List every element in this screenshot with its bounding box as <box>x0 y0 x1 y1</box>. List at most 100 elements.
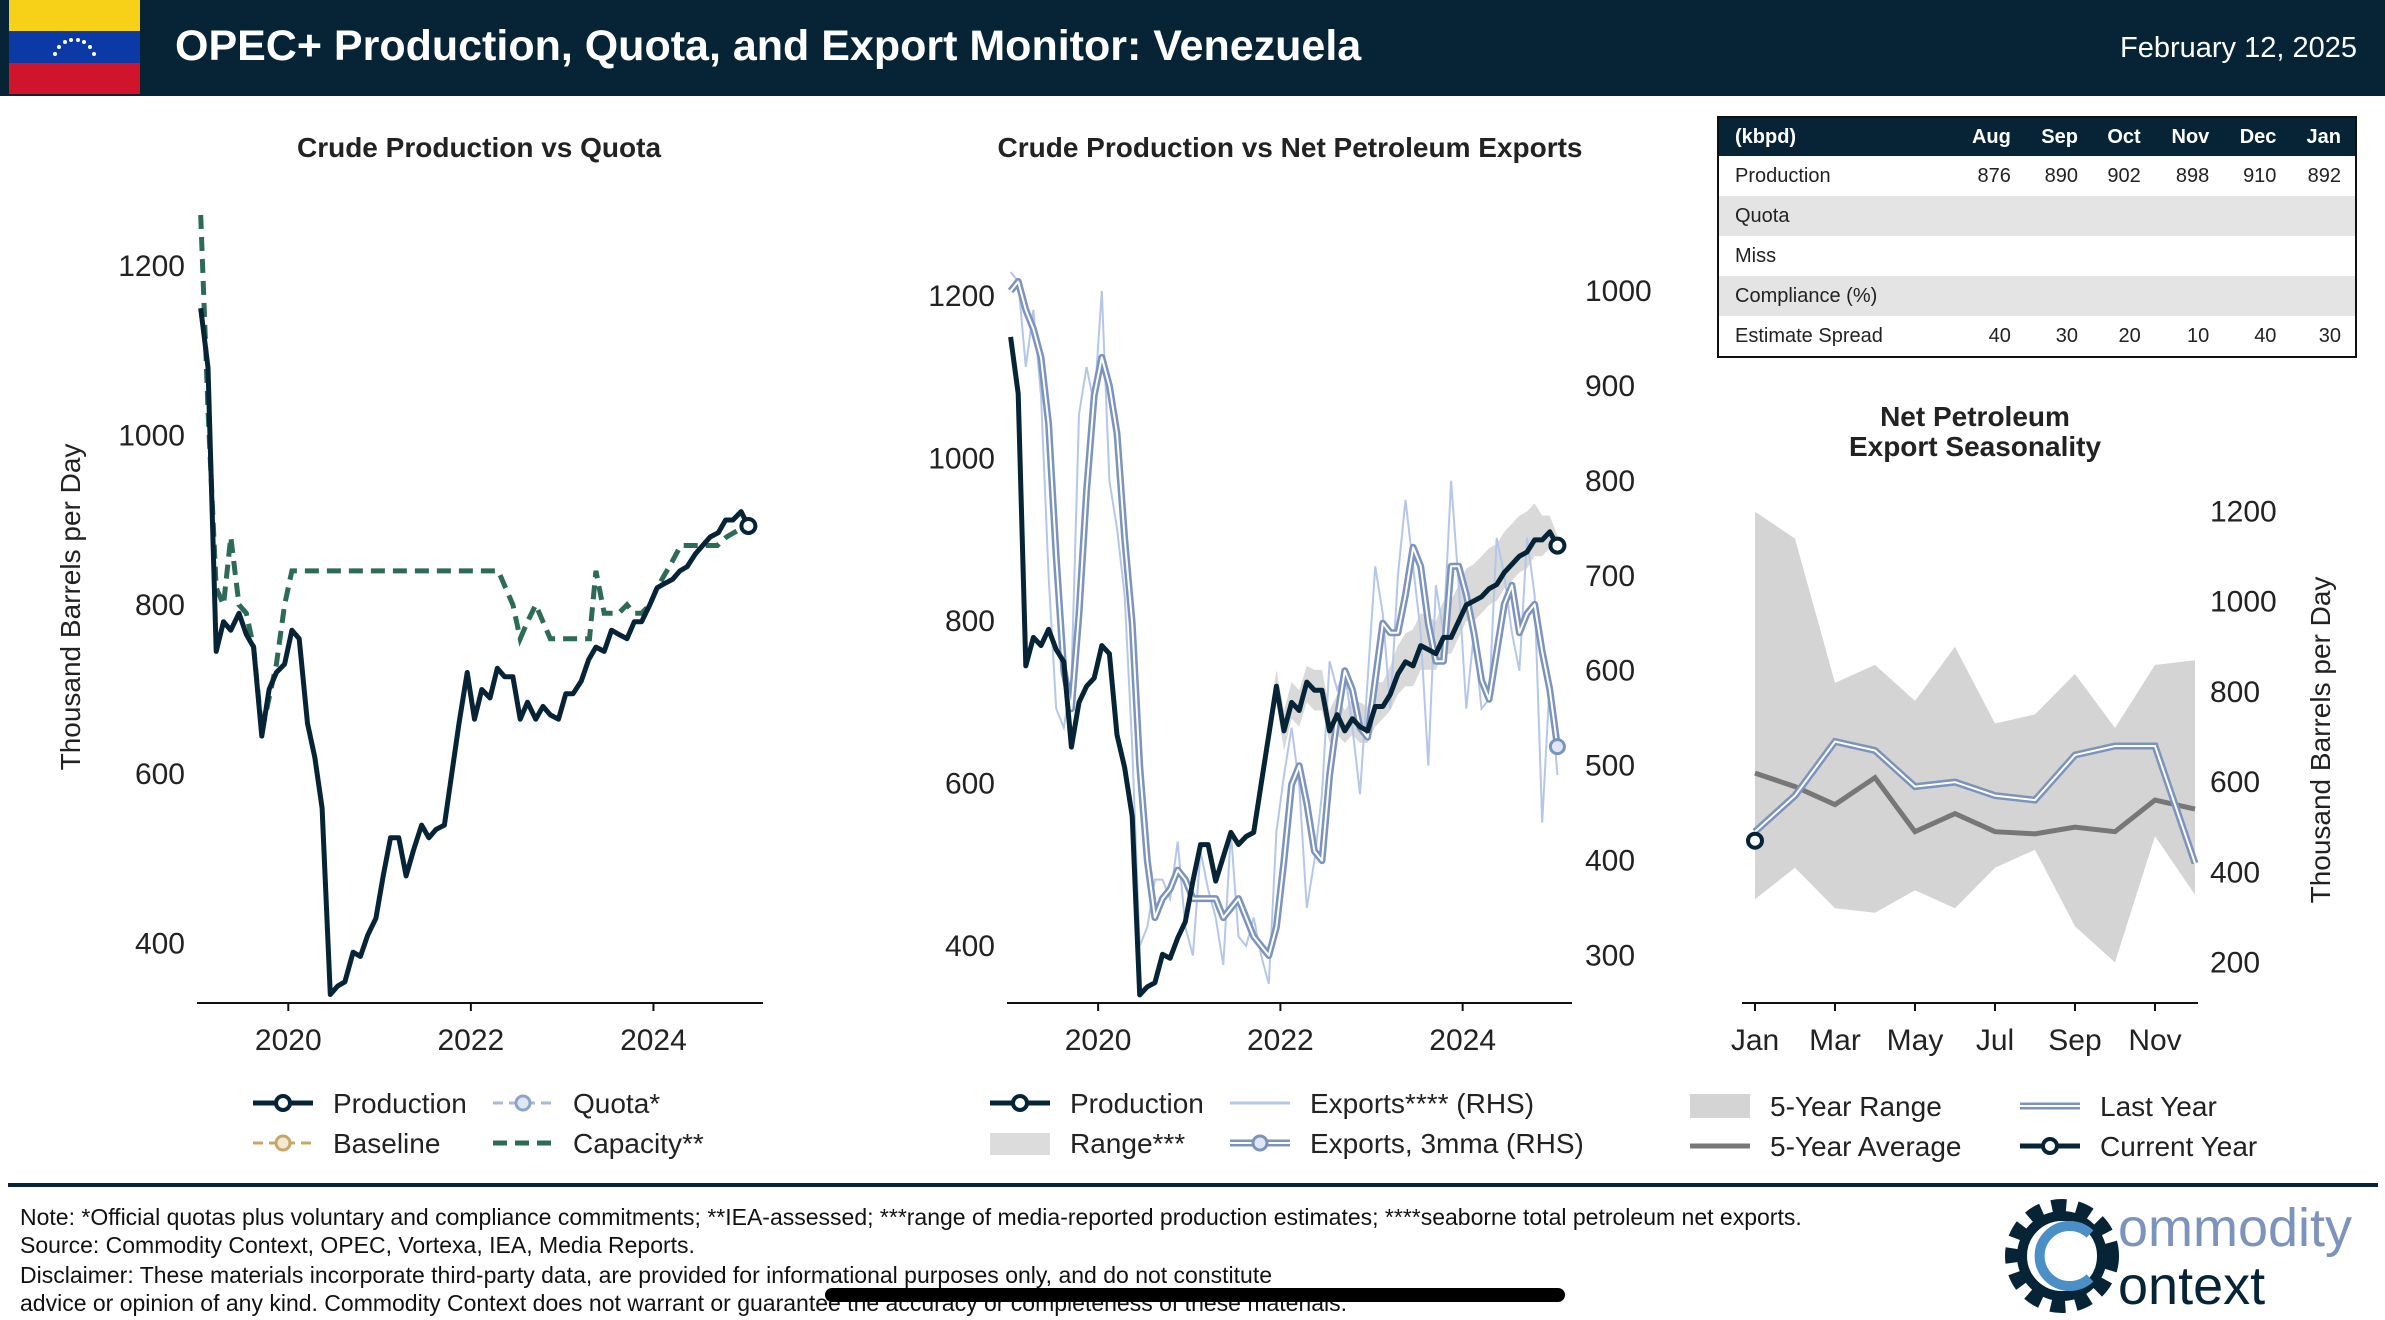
table-cell: 898 <box>2175 164 2210 187</box>
y-tick-label: 1200 <box>2210 496 2277 529</box>
legend-current-year: Current Year <box>2100 1131 2257 1162</box>
chart-title: Crude Production vs Net Petroleum Export… <box>998 132 1583 163</box>
table-header-row: (kbpd) Aug Sep Oct Nov Dec Jan <box>1718 117 2356 156</box>
x-tick-label: 2024 <box>1429 1024 1496 1057</box>
legend: Production Exports**** (RHS) Range*** Ex… <box>990 1088 1584 1159</box>
exports-monthly-line <box>1009 271 1559 985</box>
table-cell: 30 <box>2318 324 2341 347</box>
legend-average: 5-Year Average <box>1770 1131 1962 1162</box>
x-tick-label: Sep <box>2048 1024 2101 1057</box>
exports-3mma-end-marker <box>1548 738 1566 756</box>
gear-icon <box>2005 1199 2119 1313</box>
table-cell: 892 <box>2307 164 2341 187</box>
x-tick-label: Nov <box>2128 1024 2181 1057</box>
series-lines <box>1746 511 2199 963</box>
table-cell <box>2024 276 2092 316</box>
y-tick-label: 1000 <box>118 419 185 452</box>
legend-production: Production <box>1070 1088 1204 1119</box>
table-cell <box>1954 276 2025 316</box>
row-label: Production <box>1735 164 1831 187</box>
y-tick-label: 400 <box>945 930 995 963</box>
range-band <box>1755 511 2195 963</box>
table-header: Sep <box>2024 117 2092 156</box>
legend-capacity: Capacity** <box>573 1128 704 1159</box>
legend-range: Range*** <box>1070 1128 1185 1159</box>
x-tick-label: Jul <box>1976 1024 2014 1057</box>
legend-exports: Exports**** (RHS) <box>1310 1088 1534 1119</box>
y-tick-label-right: 300 <box>1585 940 1635 973</box>
chart-title: Crude Production vs Quota <box>297 132 661 163</box>
x-tick-label: 2024 <box>620 1024 687 1057</box>
x-tick-label: May <box>1887 1024 1944 1057</box>
legend-quota: Quota* <box>573 1088 660 1119</box>
production-end-marker <box>739 516 758 535</box>
x-tick-label: 2022 <box>437 1024 504 1057</box>
legend-exports-3mma: Exports, 3mma (RHS) <box>1310 1128 1584 1159</box>
legend-last-year: Last Year <box>2100 1091 2217 1122</box>
table-cell <box>2290 276 2356 316</box>
table-cell <box>2154 196 2224 236</box>
y-tick-label: 600 <box>945 768 995 801</box>
row-label: Miss <box>1735 244 1777 267</box>
table-cell: 876 <box>1977 164 2011 187</box>
table-row: Miss <box>1718 236 2356 276</box>
table-cell <box>2154 276 2224 316</box>
footer-disclaimer-1: Disclaimer: These materials incorporate … <box>20 1262 1273 1288</box>
exports-3mma-inner <box>1009 280 1559 957</box>
x-tick-label: Jan <box>1731 1024 1779 1057</box>
y-tick-label: 800 <box>135 589 185 622</box>
table-header: Aug <box>1954 117 2025 156</box>
footer-note: Note: *Official quotas plus voluntary an… <box>20 1204 1802 1230</box>
chart-title-line1: Net Petroleum <box>1880 401 2070 432</box>
row-label: Estimate Spread <box>1735 324 1883 347</box>
row-label: Quota <box>1718 196 1955 236</box>
y-axis-label: Thousand Barrels per Day <box>55 444 86 771</box>
y-tick-label: 1200 <box>928 280 995 313</box>
series-lines <box>1007 271 1567 998</box>
series-lines <box>198 214 758 997</box>
y-tick-labels: 200 400 600 800 1000 1200 <box>2210 496 2277 980</box>
table-row: Quota <box>1718 196 2356 236</box>
page-title: OPEC+ Production, Quota, and Export Moni… <box>175 22 1362 70</box>
x-tick-label: Mar <box>1809 1024 1861 1057</box>
table-cell <box>2091 196 2155 236</box>
table-row: Estimate Spread 40 30 20 10 40 30 <box>1718 316 2356 357</box>
legend: 5-Year Range Last Year 5-Year Average Cu… <box>1690 1091 2257 1162</box>
table-cell: 902 <box>2107 164 2141 187</box>
table-cell: 10 <box>2187 324 2210 347</box>
table-header: Dec <box>2223 117 2291 156</box>
table-row: Production 876 890 902 898 910 892 <box>1718 156 2356 196</box>
y-tick-label-right: 600 <box>1585 655 1635 688</box>
table-cell <box>2025 236 2092 276</box>
venezuela-flag-icon <box>9 0 140 94</box>
table-cell: 20 <box>2118 324 2141 347</box>
y-tick-labels: 400 600 800 1000 1200 <box>118 250 185 961</box>
y-tick-label: 400 <box>2210 856 2260 889</box>
table-cell <box>2091 276 2155 316</box>
table-header: Nov <box>2154 117 2224 156</box>
table-header: Jan <box>2290 117 2356 156</box>
logo-text-line2: ontext <box>2118 1256 2265 1316</box>
y-tick-label: 1000 <box>2210 586 2277 619</box>
table-cell: 910 <box>2243 164 2277 187</box>
y-tick-label-right: 800 <box>1585 465 1635 498</box>
y-axis-label: Thousand Barrels per Day <box>2305 577 2336 904</box>
y-tick-label-right: 900 <box>1585 370 1635 403</box>
x-tick-labels: 2020 2022 2024 <box>255 1003 687 1057</box>
row-label: Compliance (%) <box>1718 276 1955 316</box>
kbpd-table: (kbpd) Aug Sep Oct Nov Dec Jan Productio… <box>1717 116 2357 358</box>
x-tick-labels: 2020 2022 2024 <box>1065 1003 1496 1057</box>
x-tick-label: 2020 <box>255 1024 322 1057</box>
table-cell <box>2223 236 2290 276</box>
production-line <box>1008 336 1560 998</box>
table-cell <box>2092 236 2155 276</box>
table-header: (kbpd) <box>1718 117 1955 156</box>
y-tick-label: 200 <box>2210 946 2260 979</box>
y-tick-labels-left: 400 600 800 1000 1200 <box>928 280 995 963</box>
table-cell: 30 <box>2055 324 2078 347</box>
y-tick-label-right: 1000 <box>1585 275 1652 308</box>
horizontal-scrollbar[interactable] <box>825 1288 1565 1302</box>
table-cell: 40 <box>1988 324 2011 347</box>
table-cell: 40 <box>2254 324 2277 347</box>
y-tick-label: 800 <box>945 605 995 638</box>
